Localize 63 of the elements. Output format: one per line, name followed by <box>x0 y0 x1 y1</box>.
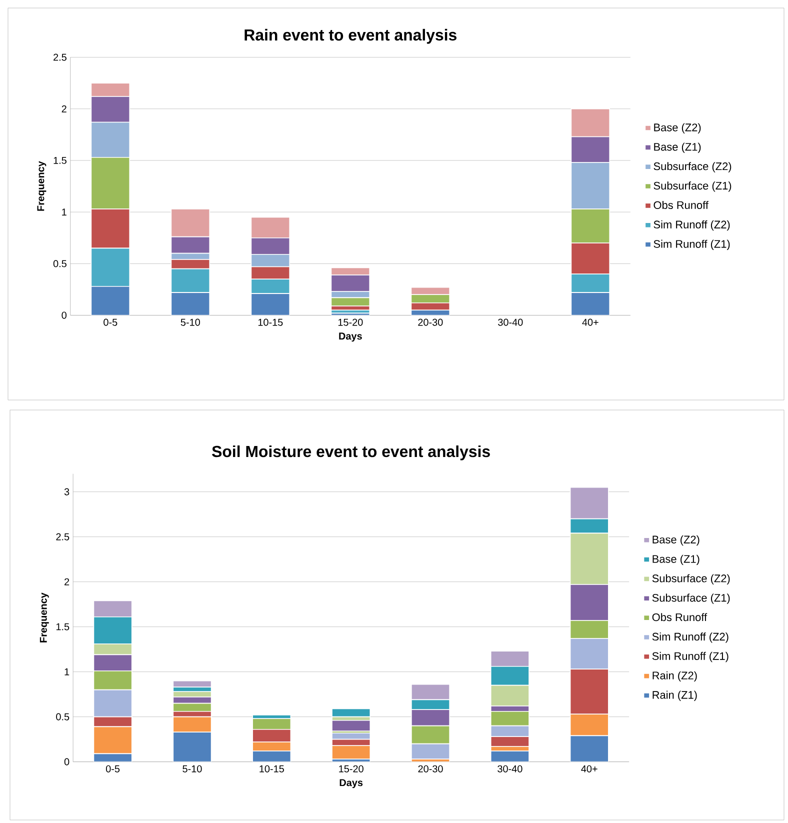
x-tick-label: 20-30 <box>418 765 443 772</box>
legend-label: Subsurface (Z2) <box>652 574 730 584</box>
x-axis-title: Days <box>339 332 362 342</box>
x-tick-label: 20-30 <box>418 318 443 326</box>
x-tick-label: 40+ <box>581 765 598 772</box>
y-tick-label: 0.5 <box>56 713 70 720</box>
legend-label: Subsurface (Z1) <box>654 182 732 192</box>
x-tick-label: 30-40 <box>498 318 523 326</box>
x-tick-label: 10-15 <box>260 765 284 772</box>
legend-label: Base (Z1) <box>652 554 700 566</box>
legend-label: Sim Runoff (Z2) <box>654 220 730 231</box>
legend-label: Obs Runoff <box>654 200 708 210</box>
y-tick-label: 0 <box>62 312 66 319</box>
bar <box>332 708 371 718</box>
chart-title: Rain event to event analysis <box>244 28 456 44</box>
x-tick-label: 30-40 <box>498 765 522 772</box>
y-tick-label: 0.5 <box>53 260 66 268</box>
bar <box>570 714 609 736</box>
bar <box>250 293 290 316</box>
y-tick-label: 2.5 <box>54 54 66 61</box>
bar <box>94 754 132 762</box>
y-tick-label: 1 <box>64 668 70 676</box>
x-tick-label: 0-5 <box>106 765 120 772</box>
y-axis-title: Frequency <box>37 161 46 211</box>
y-tick-label: 1 <box>62 208 66 216</box>
y-tick-label: 2 <box>64 578 70 586</box>
legend-label: Rain (Z2) <box>652 671 697 682</box>
y-tick-label: 0 <box>64 758 70 766</box>
x-tick-label: 15-20 <box>339 765 364 772</box>
bar <box>93 726 132 754</box>
y-tick-label: 2 <box>62 105 66 112</box>
bar <box>172 716 212 732</box>
legend-label: Base (Z1) <box>654 142 701 153</box>
y-tick-label: 1.5 <box>54 156 66 164</box>
bar <box>170 292 210 316</box>
bar <box>490 750 529 762</box>
legend-label: Obs Runoff <box>652 613 708 622</box>
x-tick-label: 40+ <box>582 318 598 326</box>
x-tick-label: 0-5 <box>104 318 118 326</box>
x-tick-label: 15-20 <box>338 318 363 326</box>
legend-label: Base (Z2) <box>654 123 701 134</box>
legend-label: Sim Runoff (Z2) <box>652 632 728 643</box>
chart-title: Soil Moisture event to event analysis <box>212 445 490 460</box>
bar <box>172 732 212 762</box>
bar <box>570 735 609 762</box>
legend-label: Subsurface (Z1) <box>652 594 730 604</box>
y-axis-title: Frequency <box>40 592 49 642</box>
bar <box>332 745 371 760</box>
legend-label: Rain (Z1) <box>652 690 697 701</box>
legend-label: Sim Runoff (Z1) <box>654 240 730 250</box>
y-tick-label: 1.5 <box>56 623 70 630</box>
bar <box>90 286 130 316</box>
x-tick-label: 5-10 <box>180 318 200 326</box>
x-axis-title: Days <box>340 779 363 788</box>
legend-label: Sim Runoff (Z1) <box>652 652 728 662</box>
y-tick-label: 2.5 <box>56 533 70 540</box>
x-tick-label: 10-15 <box>258 318 283 326</box>
y-tick-label: 3 <box>64 488 70 496</box>
bar <box>570 292 610 316</box>
x-tick-label: 5-10 <box>182 765 202 772</box>
legend-label: Subsurface (Z2) <box>654 162 732 172</box>
bar <box>252 750 291 762</box>
legend-label: Base (Z2) <box>652 535 700 546</box>
